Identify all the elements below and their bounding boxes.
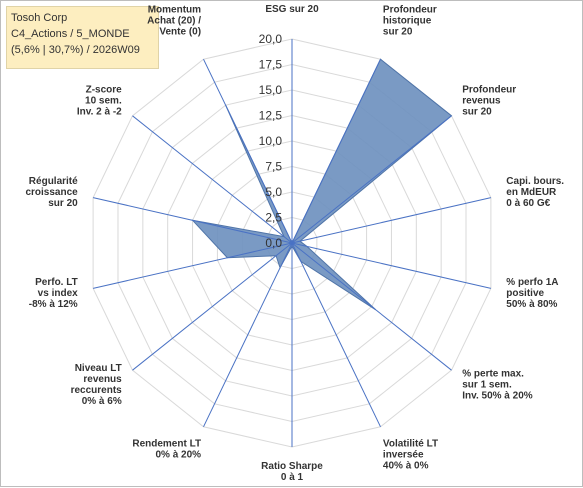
axis-spoke xyxy=(132,242,293,371)
axis-label: Perfo. LT vs index -8% à 12% xyxy=(29,277,78,310)
tick-label: 2,5 xyxy=(265,211,282,225)
info-category: C4_Actions / 5_MONDE xyxy=(11,28,130,40)
info-stats: (5,6% | 30,7%) / 2026W09 xyxy=(11,44,140,56)
axis-label: Régularité croissance sur 20 xyxy=(25,176,78,209)
axis-label: Volatilité LT inversée 40% à 0% xyxy=(383,438,438,471)
tick-label: 17,5 xyxy=(259,58,283,72)
axis-label: % perfo 1A positive 50% à 80% xyxy=(506,277,558,310)
info-company: Tosoh Corp xyxy=(11,12,68,24)
axis-label: Profondeur historique sur 20 xyxy=(383,5,437,38)
tick-label: 5,0 xyxy=(265,185,282,199)
axis-spoke xyxy=(291,242,491,289)
tick-label: 7,5 xyxy=(265,160,282,174)
axis-spoke xyxy=(291,58,381,244)
axis-spoke xyxy=(291,242,381,428)
axis-spoke xyxy=(93,197,293,244)
axis-spoke xyxy=(291,197,491,244)
axis-label: Ratio Sharpe 0 à 1 xyxy=(261,461,323,483)
tick-label: 10,0 xyxy=(259,134,283,148)
axis-spoke xyxy=(93,242,293,289)
tick-label: 20,0 xyxy=(259,32,283,46)
tick-label: 12,5 xyxy=(259,109,283,123)
axis-spoke xyxy=(132,115,293,244)
axis-label: Rendement LT 0% à 20% xyxy=(132,438,201,460)
axis-label: % perte max. sur 1 sem. Inv. 50% à 20% xyxy=(462,369,533,402)
info-box: Tosoh Corp C4_Actions / 5_MONDE (5,6% | … xyxy=(6,6,159,69)
axis-label: Niveau LT revenus reccurents 0% à 6% xyxy=(71,363,123,407)
tick-label: 15,0 xyxy=(259,83,283,97)
axis-label: Momentum Achat (20) / Vente (0) xyxy=(147,5,201,38)
axis-label: Profondeur revenus sur 20 xyxy=(462,84,516,117)
axis-spoke xyxy=(203,58,293,244)
axis-spoke xyxy=(291,115,452,244)
axis-spoke xyxy=(291,242,452,371)
axis-spoke xyxy=(203,242,293,428)
axis-label: Z-score 10 sem. Inv. 2 à -2 xyxy=(77,84,122,117)
axis-label: Capi. bours. en MdEUR 0 à 60 G€ xyxy=(506,176,564,209)
axis-label: NoteESG sur 20 xyxy=(265,1,319,15)
tick-label: 0,0 xyxy=(265,236,282,250)
